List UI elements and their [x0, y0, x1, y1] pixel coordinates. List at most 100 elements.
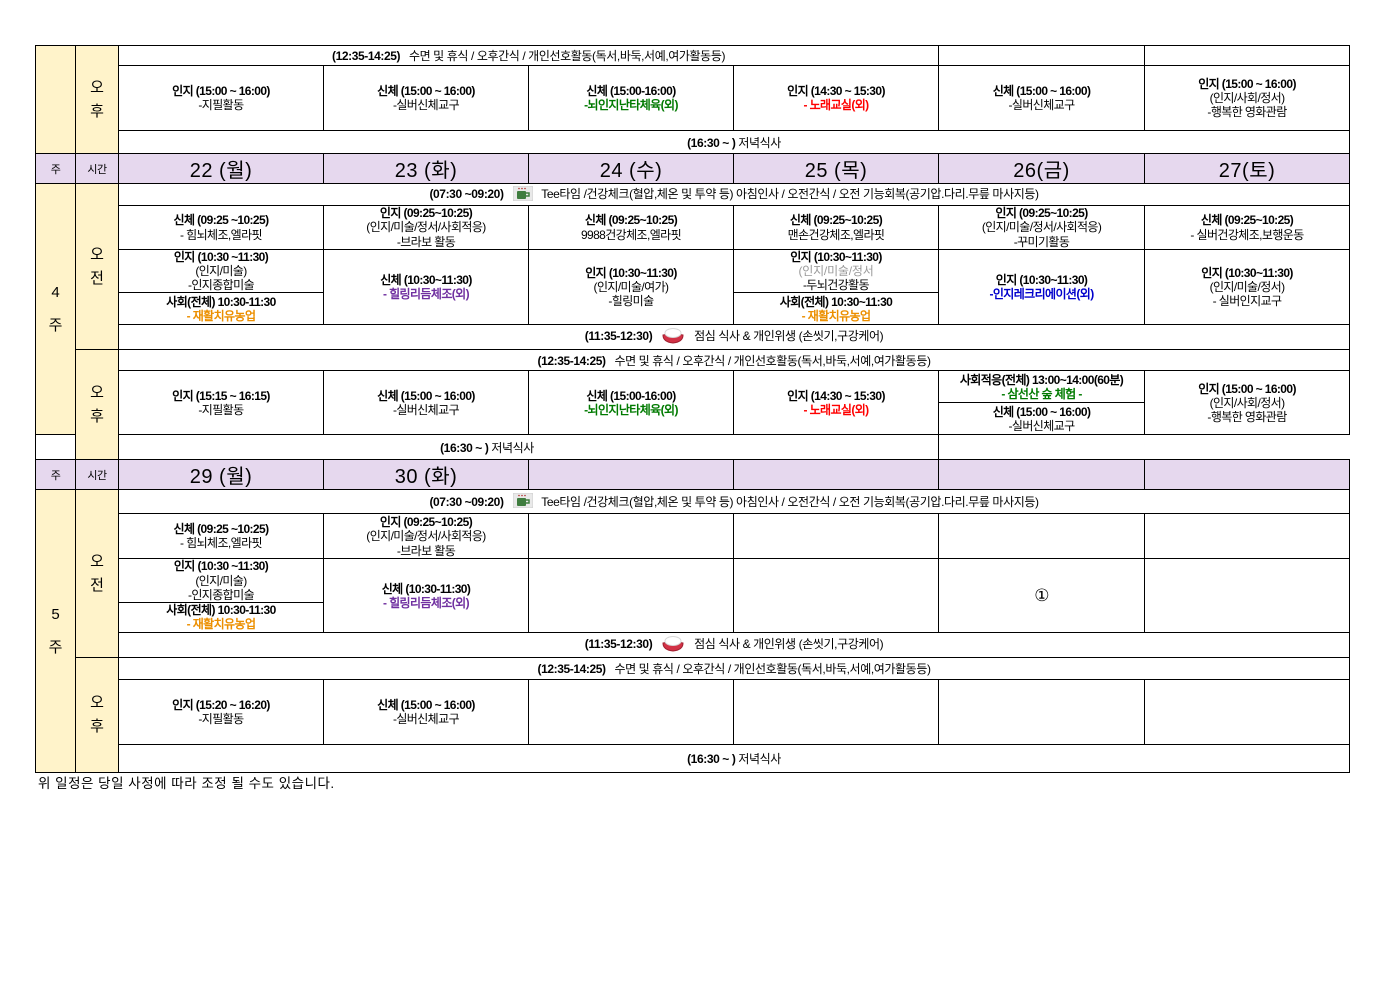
activity-cell: 인지 (15:20 ~ 16:20) -지필활동 [118, 678, 324, 745]
empty-cell [1144, 45, 1351, 66]
activity-line: -꾸미기활동 [1013, 234, 1070, 249]
day-header [938, 459, 1146, 491]
activity-cell: 신체 (10:30~11:30) - 힐링리듬체조(외) [323, 248, 529, 326]
activity-line: -인지레크리에이션(외) [989, 287, 1094, 302]
dinner-info-cell: (16:30 ~ ) 저녁식사 [117, 743, 1351, 773]
activity-cell: 인지 (10:30 ~11:30) (인지/미술) -인지종합미술 [118, 248, 324, 294]
empty-cell [1144, 558, 1351, 633]
activity-line: ① [1034, 585, 1049, 605]
day-header [528, 459, 734, 491]
rice-bowl-icon [661, 327, 685, 347]
activity-line: (인지/미술/정서/사회적응) [366, 529, 486, 544]
activity-line: (인지/미술/정서/사회적응) [981, 220, 1102, 235]
activity-line: - 실버인지교구 [1212, 294, 1282, 309]
activity-line: - 힘뇌체조,엘라핏 [180, 536, 263, 551]
empty-cell [732, 513, 940, 560]
activity-cell: 인지 (14:30 ~ 15:30) - 노래교실(외) [732, 370, 940, 436]
day-header [1144, 459, 1351, 491]
activity-cell: 인지 (10:30~11:30) (인지/미술/여가) -힐링미술 [528, 248, 734, 326]
activity-line: -지필활동 [198, 402, 244, 417]
activity-line: - 삼선산 숲 체험 - [1001, 386, 1082, 401]
day-header: 26(금) [938, 153, 1146, 184]
activity-line: 인지 (10:30~11:30) [790, 250, 882, 264]
activity-line: -뇌인지난타체육(외) [584, 98, 678, 112]
schedule-disclaimer: 위 일정은 당일 사정에 따라 조정 될 수도 있습니다. [38, 776, 335, 791]
week4-morning-label: 오전 [75, 182, 119, 351]
activity-line: -두뇌건강활동 [802, 278, 870, 293]
week5-afternoon-label: 오후 [75, 656, 119, 773]
prev-week-dinner-row: (16:30 ~ ) 저녁식사 [36, 130, 1351, 154]
activity-line: (인지/미술) [195, 573, 247, 588]
week5-activity2a-row: 인지 (10:30 ~11:30) (인지/미술) -인지종합미술 신체 (10:3… [36, 558, 1351, 633]
activity-line: (인지/미술/정서) [1209, 280, 1286, 295]
activity-line: 신체 (15:00 ~ 16:00) [377, 697, 475, 712]
activity-line: -브라보 활동 [396, 543, 456, 558]
activity-line: 인지 (09:25~10:25) [379, 515, 473, 530]
activity-line: 사회(전체) 10:30~11:30 [779, 294, 893, 309]
activity-line: - 힐링리듬체조(외) [382, 595, 470, 610]
activity-line: - 노래교실(외) [803, 402, 869, 417]
week4-number-cell: 4 주 [35, 182, 76, 436]
activity-line: -지필활동 [198, 711, 244, 726]
activity-line: 신체 (09:25~10:25) [789, 213, 883, 228]
activity-cell: 신체 (15:00 ~ 16:00) -실버신체교구 [938, 402, 1146, 436]
week4-activity2b-row: 사회(전체) 10:30-11:30- 재활치유농업 사회(전체) 10:30~… [36, 292, 1350, 326]
activity-line: -행복한 영화관람 [1207, 410, 1287, 425]
activity-cell: 신체 (09:25~10:25) - 실버건강체조,보행운동 [1144, 205, 1351, 250]
activity-line: -실버신체교구 [1008, 418, 1076, 433]
rest-info-cell: (12:35-14:25) 수면 및 휴식 / 오후간식 / 개인선호활동(독서… [117, 45, 940, 66]
activity-line: 신체 (15:00-16:00) [586, 83, 676, 98]
activity-line: 신체 (09:25~10:25) [1200, 213, 1294, 228]
activity-cell: 신체 (15:00 ~ 16:00) -실버신체교구 [938, 65, 1146, 131]
tea-cup-icon [512, 492, 533, 511]
activity-cell: 신체 (10:30-11:30) - 힐링리듬체조(외) [323, 558, 529, 633]
week4-lunch-row: (11:35-12:30) 점심 식사 & 개인위생 (손씻기,구강케어) [36, 324, 1351, 351]
activity-line: 신체 (15:00 ~ 16:00) [992, 83, 1091, 98]
activity-line: -뇌인지난타체육(외) [584, 402, 678, 417]
day-header: 27(토) [1144, 153, 1351, 184]
activity-cell: 인지 (09:25~10:25) (인지/미술/정서/사회적응) -꾸미기활동 [938, 205, 1146, 250]
activity-cell: 사회(전체) 10:30-11:30- 재활치유농업 [118, 601, 324, 633]
activity-line: 신체 (15:00 ~ 16:00) [377, 83, 475, 98]
activity-line: -브라보 활동 [396, 234, 456, 249]
activity-line: 인지 (10:30~11:30) [585, 266, 677, 280]
activity-cell: 신체 (15:00-16:00) -뇌인지난타체육(외) [528, 370, 734, 436]
activity-line: - 재활치유농업 [186, 617, 256, 632]
activity-cell: 신체 (15:00 ~ 16:00) -실버신체교구 [323, 370, 529, 436]
empty-cell [938, 45, 1146, 66]
activity-cell: 신체 (15:00 ~ 16:00) -실버신체교구 [323, 678, 529, 745]
activity-line: 인지 (15:00 ~ 16:00) [172, 83, 270, 98]
week5-dinner-row: (16:30 ~ ) 저녁식사 [36, 743, 1351, 773]
empty-cell [1144, 513, 1351, 560]
week4-afternoon-row-b: 신체 (15:00 ~ 16:00) -실버신체교구 [36, 402, 1350, 436]
activity-line: 인지 (09:25~10:25) [995, 206, 1088, 221]
week4-activity1-row: 신체 (09:25 ~10:25) - 힘뇌체조,엘라핏 인지 (09:25~10… [36, 205, 1351, 250]
activity-line: 신체 (09:25 ~10:25) [173, 522, 270, 537]
prev-week-afternoon-activities: 인지 (15:00 ~ 16:00) -지필활동 신체 (15:00 ~ 16:0… [36, 65, 1351, 131]
activity-cell: 인지 (10:30 ~11:30) (인지/미술) -인지종합미술 [118, 558, 324, 603]
activity-cell: 인지 (10:30~11:30) (인지/미술/정서 -두뇌건강활동 [732, 248, 940, 294]
week5-morning-header-row: 5 주 오전 (07:30 ~09:20) Tee타임 /건강체크(혈압,체온 … [35, 489, 1351, 773]
week-col-header: 주 [35, 153, 76, 184]
week4-activity2a-row: 인지 (10:30 ~11:30) (인지/미술) -인지종합미술 신체 (10:3… [36, 248, 1351, 326]
activity-cell: 사회적응(전체) 13:00~14:00(60분) - 삼선산 숲 체험 - [938, 370, 1146, 404]
day-header: 23 (화) [323, 153, 529, 184]
empty-cell [1144, 678, 1351, 745]
activity-line: 신체 (15:00 ~ 16:00) [377, 388, 475, 403]
empty-cell [528, 678, 734, 745]
activity-line: - 노래교실(외) [803, 98, 869, 112]
week5-morning-label: 오전 [75, 489, 119, 658]
empty-cell [732, 678, 940, 745]
activity-line: (인지/사회/정서) [1209, 90, 1286, 105]
activity-line: 인지 (09:25~10:25) [379, 206, 473, 221]
activity-cell: 인지 (09:25~10:25) (인지/미술/정서/사회적응) -브라보 활동 [323, 205, 529, 250]
activity-line: 신체 (09:25 ~10:25) [173, 213, 270, 228]
time-col-header: 시간 [75, 153, 119, 184]
activity-cell: 인지 (09:25~10:25) (인지/미술/정서/사회적응) -브라보 활동 [323, 513, 529, 560]
activity-line: 인지 (15:00 ~ 16:00) [1198, 76, 1296, 91]
activity-line: (인지/미술) [195, 264, 247, 279]
lunch-info-cell: (11:35-12:30) 점심 식사 & 개인위생 (손씻기,구강케어) [117, 324, 1351, 351]
activity-cell: 신체 (09:25 ~10:25) - 힘뇌체조,엘라핏 [118, 513, 324, 560]
activity-line: -인지종합미술 [187, 278, 255, 293]
prev-afternoon-label: 오후 [75, 45, 119, 154]
